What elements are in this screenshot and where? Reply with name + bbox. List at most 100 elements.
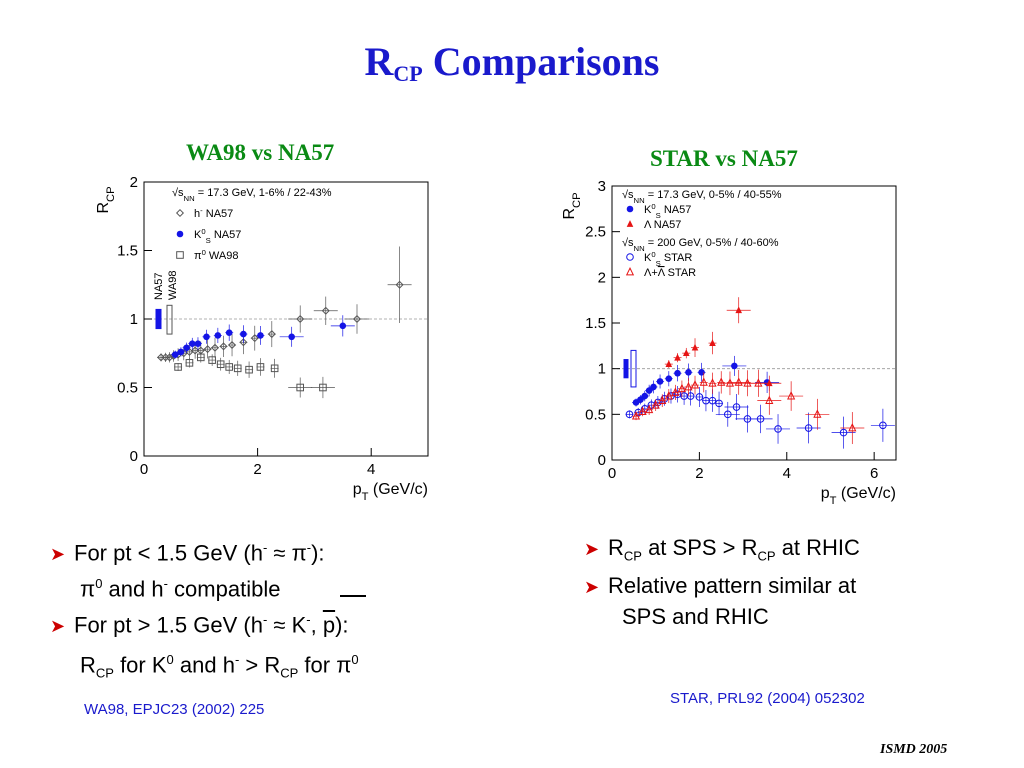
data-point: [664, 391, 673, 400]
data-point: [216, 360, 225, 369]
legend-entry-1: Λ NA57: [644, 219, 681, 231]
data-point: [686, 392, 695, 400]
data-point: [197, 353, 205, 362]
data-point: [665, 360, 673, 367]
data-point: [765, 379, 773, 387]
series-2: [174, 352, 335, 399]
x-tick-label: 2: [253, 461, 261, 478]
data-point: [250, 334, 259, 343]
side-label-wa98: WA98: [167, 270, 179, 300]
right-panel-title: STAR vs NA57: [650, 146, 798, 171]
series-1: [171, 315, 355, 359]
data-point: [674, 369, 681, 377]
data-point: [191, 346, 200, 355]
data-point: [267, 330, 276, 339]
data-point: [717, 377, 726, 386]
legend-marker: [175, 208, 185, 218]
data-point: [690, 380, 700, 389]
bullet-arrow-icon: ➤: [50, 615, 66, 636]
data-point: [296, 383, 304, 392]
data-point: [709, 339, 716, 346]
series-1: [664, 297, 782, 391]
y-tick-label: 1: [598, 361, 606, 378]
data-point: [257, 332, 264, 339]
data-point: [210, 343, 220, 352]
data-point: [656, 378, 664, 385]
data-point: [699, 377, 708, 386]
data-point: [240, 330, 247, 338]
data-point: [233, 364, 242, 373]
data-point: [631, 411, 641, 420]
data-point: [256, 363, 265, 371]
footer-label: ISMD 2005: [880, 742, 948, 757]
data-point: [339, 322, 347, 330]
x-axis-label: pT (GeV/c): [353, 481, 428, 503]
y-tick-label: 2: [130, 174, 138, 191]
data-point: [708, 396, 717, 405]
y-tick-label: 0: [130, 448, 138, 465]
x-tick-label: 6: [870, 465, 878, 482]
right-bullet-2: ➤ Relative pattern similar at: [584, 571, 860, 602]
y-tick-label: 0.5: [117, 380, 138, 397]
systematic-bar-na57: [623, 359, 629, 379]
legend-header: √sNN = 17.3 GeV, 1-6% / 22-43%: [172, 187, 332, 203]
y-tick-label: 2: [598, 269, 606, 286]
data-point: [765, 395, 774, 405]
left-bullet-1-line2: π0 and h- compatible: [50, 569, 367, 604]
systematic-bar-na57: [155, 308, 162, 330]
side-label-na57: NA57: [153, 272, 165, 300]
data-point: [732, 403, 741, 411]
x-tick-label: 2: [695, 465, 703, 482]
wa98-na57-rcp-chart: 0 0.5 1 1.5 2 0 2 4 RCP pT (GeV/c) NA57 WA98 √sNN = …: [95, 174, 429, 503]
data-point: [651, 400, 660, 409]
data-point: [183, 344, 190, 352]
data-point: [171, 351, 179, 358]
y-axis-label: RCP: [561, 192, 583, 219]
y-tick-label: 1: [130, 311, 138, 328]
data-point: [625, 410, 634, 419]
data-point: [674, 353, 681, 361]
left-bullet-2-line2: RCP for K0 and h- > RCP for π0: [80, 651, 359, 681]
data-point: [352, 314, 362, 324]
data-point: [743, 378, 752, 387]
data-point: [723, 410, 732, 419]
data-point: [194, 340, 202, 347]
data-point: [691, 343, 699, 351]
data-point: [695, 393, 704, 401]
data-point: [731, 362, 738, 370]
series-2: [625, 386, 895, 449]
data-point: [682, 349, 690, 357]
data-point: [677, 383, 687, 393]
data-point: [734, 377, 743, 386]
series-3: [631, 369, 865, 445]
series-0: [632, 355, 780, 407]
x-axis-label: pT (GeV/c): [821, 485, 896, 507]
data-point: [650, 383, 657, 391]
data-point: [637, 396, 644, 404]
data-point: [638, 406, 647, 415]
legend-entry-1: K0S NA57: [194, 227, 241, 245]
data-point: [839, 428, 848, 437]
y-tick-label: 1.5: [117, 243, 138, 260]
bullet-arrow-icon: ➤: [584, 577, 600, 598]
x-tick-label: 0: [608, 465, 616, 482]
legend-marker: [625, 266, 635, 276]
data-point: [214, 332, 222, 339]
left-reference: WA98, EPJC23 (2002) 225: [84, 701, 265, 718]
legend-entry-2: π0 WA98: [194, 248, 238, 263]
data-point: [684, 381, 693, 391]
x-tick-label: 0: [140, 461, 148, 478]
data-point: [754, 378, 763, 387]
legend-marker: [176, 251, 184, 259]
data-point: [245, 365, 253, 374]
bullet-arrow-icon: ➤: [584, 539, 600, 559]
star-na57-rcp-chart: 0 0.5 1 1.5 2 2.5 3 0 2 4 6 RCP pT (GeV/c) √sNN = 17.…: [561, 178, 897, 507]
systematic-bar-star: [630, 349, 637, 388]
data-point: [708, 378, 717, 387]
data-point: [203, 345, 212, 354]
data-point: [321, 306, 330, 315]
y-tick-label: 2.5: [585, 224, 606, 241]
legend-entry-2: K0S STAR: [644, 250, 692, 268]
left-bullet-2: ➤ For pt > 1.5 GeV (h- ≈ K-, p):: [50, 605, 366, 641]
y-tick-label: 0.5: [585, 406, 606, 423]
